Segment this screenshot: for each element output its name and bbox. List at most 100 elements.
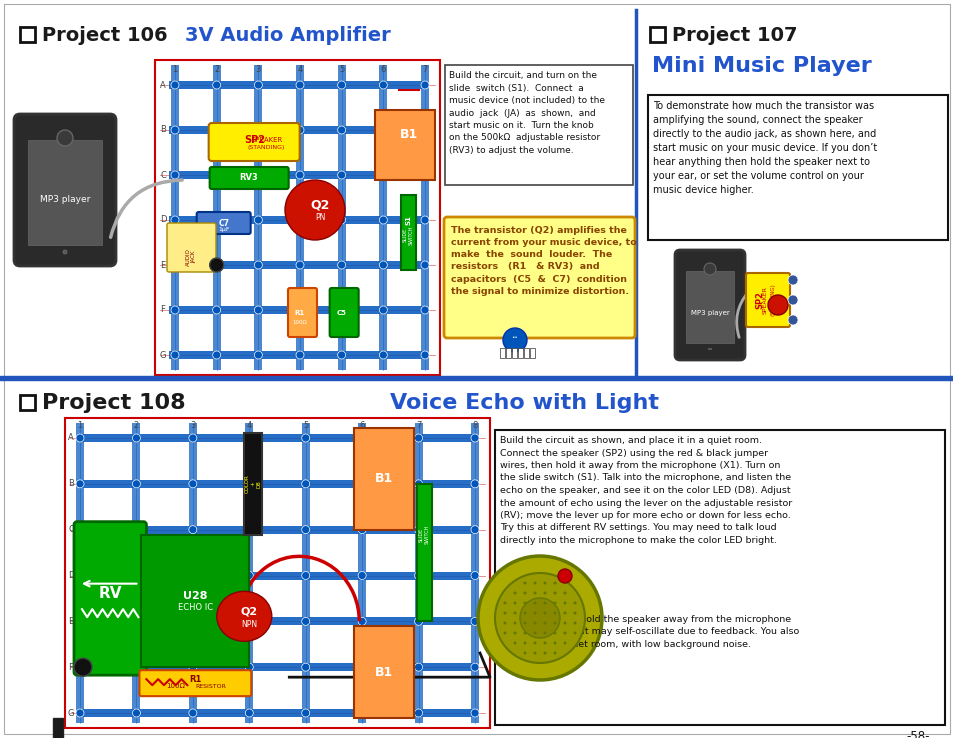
Circle shape — [171, 261, 179, 269]
Circle shape — [415, 663, 422, 671]
Circle shape — [543, 591, 546, 595]
Circle shape — [337, 171, 345, 179]
Text: SP2: SP2 — [754, 291, 763, 309]
Circle shape — [523, 601, 526, 604]
Circle shape — [787, 315, 797, 325]
Circle shape — [295, 126, 304, 134]
Circle shape — [533, 582, 536, 584]
Text: 3V Audio Amplifier: 3V Audio Amplifier — [185, 26, 391, 45]
Bar — [254, 65, 262, 370]
Circle shape — [503, 621, 506, 624]
Circle shape — [553, 591, 556, 595]
Circle shape — [523, 582, 526, 584]
Circle shape — [189, 525, 196, 534]
Circle shape — [357, 480, 366, 488]
Circle shape — [563, 612, 566, 615]
Bar — [79, 617, 476, 625]
Bar — [169, 81, 426, 89]
Text: -58-: -58- — [905, 730, 929, 738]
Circle shape — [57, 130, 73, 146]
Circle shape — [245, 525, 253, 534]
Bar — [375, 110, 435, 180]
Circle shape — [76, 617, 84, 625]
FancyBboxPatch shape — [330, 288, 358, 337]
Circle shape — [254, 216, 262, 224]
Bar — [169, 171, 426, 179]
Circle shape — [513, 612, 516, 615]
Circle shape — [189, 434, 196, 442]
Text: 7: 7 — [416, 421, 421, 430]
Circle shape — [189, 571, 196, 579]
Text: NOTCH
RES: NOTCH RES — [53, 655, 62, 669]
Circle shape — [471, 617, 478, 625]
Circle shape — [513, 621, 516, 624]
Circle shape — [254, 171, 262, 179]
Bar — [354, 627, 414, 718]
Text: Project 108: Project 108 — [42, 393, 186, 413]
Circle shape — [415, 571, 422, 579]
Circle shape — [533, 591, 536, 595]
Circle shape — [301, 434, 310, 442]
Bar — [530, 348, 535, 358]
Circle shape — [523, 641, 526, 644]
Circle shape — [295, 261, 304, 269]
Circle shape — [132, 663, 140, 671]
Circle shape — [76, 480, 84, 488]
FancyBboxPatch shape — [74, 522, 146, 675]
Text: A: A — [68, 433, 73, 443]
Text: 4: 4 — [297, 66, 302, 75]
Circle shape — [523, 591, 526, 595]
Text: RESISTOR: RESISTOR — [194, 683, 226, 689]
Circle shape — [213, 306, 220, 314]
Text: SLIDE
SWITCH: SLIDE SWITCH — [402, 225, 414, 245]
Circle shape — [295, 351, 304, 359]
Bar — [505, 348, 511, 358]
Bar — [444, 65, 633, 185]
Text: 7: 7 — [422, 66, 427, 75]
Text: B: B — [68, 480, 74, 489]
Circle shape — [513, 641, 516, 644]
Text: SP2: SP2 — [244, 135, 265, 145]
Circle shape — [254, 351, 262, 359]
Circle shape — [74, 658, 91, 676]
Circle shape — [563, 621, 566, 624]
Circle shape — [420, 81, 429, 89]
Circle shape — [171, 126, 179, 134]
Text: C: C — [160, 170, 166, 179]
Text: Build the circuit, and turn on the
slide  switch (S1).  Connect  a
music device : Build the circuit, and turn on the slide… — [449, 71, 604, 155]
Circle shape — [254, 306, 262, 314]
Text: Q2: Q2 — [310, 199, 330, 212]
Circle shape — [245, 617, 253, 625]
Circle shape — [171, 171, 179, 179]
Circle shape — [357, 617, 366, 625]
Text: Build the circuit as shown, and place it in a quiet room.
Connect the speaker (S: Build the circuit as shown, and place it… — [499, 436, 791, 545]
Circle shape — [543, 621, 546, 624]
FancyBboxPatch shape — [210, 167, 289, 189]
Wedge shape — [285, 180, 345, 240]
Circle shape — [563, 591, 566, 595]
Circle shape — [523, 632, 526, 635]
Circle shape — [245, 663, 253, 671]
Bar — [523, 348, 529, 358]
Circle shape — [573, 601, 576, 604]
Circle shape — [189, 480, 196, 488]
Circle shape — [553, 601, 556, 604]
Text: 6: 6 — [359, 421, 364, 430]
Circle shape — [563, 641, 566, 644]
Text: G: G — [68, 708, 74, 717]
Circle shape — [357, 525, 366, 534]
Circle shape — [471, 525, 478, 534]
Bar — [132, 423, 140, 723]
Bar — [499, 348, 504, 358]
Text: Q2: Q2 — [240, 607, 257, 616]
Text: S1: S1 — [405, 215, 411, 225]
Circle shape — [379, 216, 387, 224]
FancyBboxPatch shape — [443, 217, 635, 338]
Text: 3: 3 — [255, 66, 261, 75]
Text: Project 107: Project 107 — [671, 26, 797, 45]
Text: A: A — [160, 80, 166, 89]
Text: 6: 6 — [380, 66, 386, 75]
Circle shape — [767, 295, 787, 315]
Circle shape — [357, 434, 366, 442]
Circle shape — [254, 126, 262, 134]
